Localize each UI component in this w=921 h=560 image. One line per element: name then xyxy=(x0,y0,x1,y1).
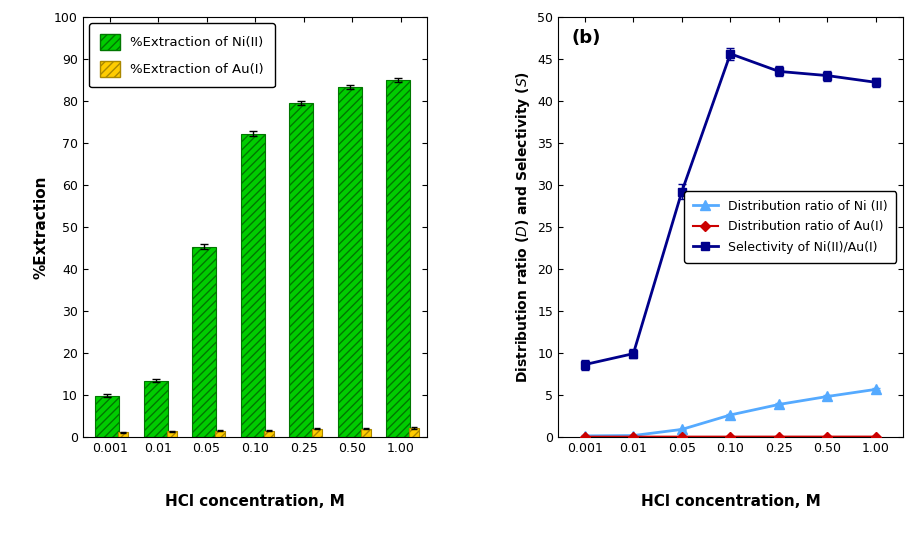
Bar xyxy=(118,432,128,437)
Text: (b): (b) xyxy=(572,30,601,48)
Y-axis label: Distribution ratio ($\mathit{D}$) and Selectivity ($\mathit{S}$): Distribution ratio ($\mathit{D}$) and Se… xyxy=(514,71,531,383)
Bar xyxy=(167,431,177,437)
Bar xyxy=(361,429,370,437)
X-axis label: HCl concentration, M: HCl concentration, M xyxy=(165,493,345,508)
Bar xyxy=(312,429,322,437)
Bar xyxy=(192,246,216,437)
Bar xyxy=(386,80,411,437)
X-axis label: HCl concentration, M: HCl concentration, M xyxy=(640,493,821,508)
Y-axis label: %Extraction: %Extraction xyxy=(33,175,49,278)
Bar xyxy=(289,103,313,437)
Legend: Distribution ratio of Ni (II), Distribution ratio of Au(I), Selectivity of Ni(II: Distribution ratio of Ni (II), Distribut… xyxy=(684,191,896,263)
Bar xyxy=(409,428,419,437)
Bar xyxy=(338,87,362,437)
Bar xyxy=(95,395,120,437)
Legend: %Extraction of Ni(II), %Extraction of Au(I): %Extraction of Ni(II), %Extraction of Au… xyxy=(89,24,274,87)
Bar xyxy=(216,431,225,437)
Bar xyxy=(144,381,168,437)
Bar xyxy=(263,431,274,437)
Bar xyxy=(240,134,265,437)
Text: (a): (a) xyxy=(97,30,125,48)
